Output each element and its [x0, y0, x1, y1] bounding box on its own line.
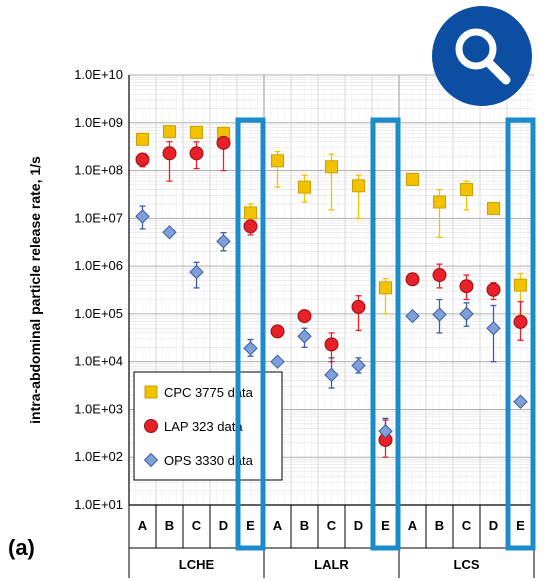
group-label: LCHE — [179, 557, 215, 572]
data-point — [459, 306, 474, 322]
y-axis-label: intra-abdominal particle release rate, 1… — [27, 156, 43, 424]
data-point — [487, 202, 500, 216]
x-tick-label: A — [273, 518, 283, 533]
data-point — [378, 424, 393, 439]
data-point — [325, 160, 338, 174]
data-point — [135, 209, 150, 224]
y-tick-label: 1.0E+02 — [74, 449, 123, 464]
data-point — [162, 225, 177, 240]
data-point — [405, 308, 420, 324]
legend-marker — [143, 452, 159, 468]
y-tick-label: 1.0E+05 — [74, 306, 123, 321]
y-tick-label: 1.0E+03 — [74, 401, 123, 416]
highlight-box — [370, 117, 401, 551]
legend-marker — [144, 419, 158, 433]
magnifier-icon — [455, 28, 511, 85]
data-point — [513, 394, 528, 409]
data-point — [190, 125, 203, 139]
x-tick-label: A — [408, 518, 418, 533]
x-tick-label: C — [327, 518, 337, 533]
data-point — [216, 135, 231, 150]
x-tick-label: C — [192, 518, 202, 533]
data-point — [432, 268, 447, 283]
legend-label: LAP 323 data — [164, 419, 243, 434]
data-point — [486, 321, 501, 336]
x-tick-label: C — [462, 518, 472, 533]
data-point — [459, 279, 474, 294]
x-tick-label: D — [354, 518, 363, 533]
data-point — [324, 367, 339, 383]
legend-label: CPC 3775 data — [164, 385, 254, 400]
x-tick-label: B — [300, 518, 309, 533]
y-tick-label: 1.0E+01 — [74, 497, 123, 512]
data-point — [136, 132, 149, 146]
data-point — [135, 152, 150, 167]
y-tick-label: 1.0E+07 — [74, 210, 123, 225]
data-point — [379, 281, 392, 295]
data-point — [243, 219, 258, 234]
data-point — [162, 146, 177, 161]
data-point — [189, 146, 204, 161]
data-point — [297, 309, 312, 324]
highlight-box — [235, 117, 266, 551]
data-point — [271, 154, 284, 168]
data-point — [189, 264, 204, 280]
data-point — [163, 125, 176, 139]
highlight-box — [505, 117, 536, 551]
legend-marker — [144, 385, 158, 399]
legend: CPC 3775 data LAP 323 data OPS 3330 data — [133, 371, 283, 481]
data-point — [460, 183, 473, 197]
y-tick-label: 1.0E+04 — [74, 354, 123, 369]
legend-box — [133, 371, 283, 481]
data-point — [406, 172, 419, 186]
legend-label: OPS 3330 data — [164, 453, 254, 468]
zoom-button[interactable] — [432, 6, 532, 106]
data-point — [270, 324, 285, 339]
data-point — [243, 341, 258, 356]
x-tick-label: E — [246, 518, 255, 533]
data-point — [486, 282, 501, 297]
group-label: LALR — [314, 557, 349, 572]
x-tick-label: D — [489, 518, 498, 533]
data-point — [432, 307, 447, 322]
data-point — [433, 195, 446, 209]
data-point — [513, 314, 528, 329]
y-tick-label: 1.0E+08 — [74, 163, 123, 178]
data-point — [324, 337, 339, 352]
data-point — [351, 299, 366, 314]
x-tick-label: D — [219, 518, 228, 533]
x-tick-label: B — [435, 518, 444, 533]
data-point — [216, 234, 231, 249]
data-point — [352, 179, 365, 193]
y-tick-label: 1.0E+10 — [74, 67, 123, 82]
data-point — [405, 272, 420, 287]
x-tick-label: E — [516, 518, 525, 533]
data-point — [297, 329, 312, 344]
panel-label: (a) — [8, 535, 35, 560]
y-tick-label: 1.0E+06 — [74, 258, 123, 273]
y-tick-label: 1.0E+09 — [74, 115, 123, 130]
data-point — [298, 180, 311, 194]
group-label: LCS — [454, 557, 480, 572]
data-point — [514, 278, 527, 292]
data-point — [270, 354, 285, 369]
data-point — [244, 206, 257, 220]
x-tick-label: E — [381, 518, 390, 533]
x-tick-label: A — [138, 518, 148, 533]
data-point — [351, 358, 366, 373]
x-tick-label: B — [165, 518, 174, 533]
